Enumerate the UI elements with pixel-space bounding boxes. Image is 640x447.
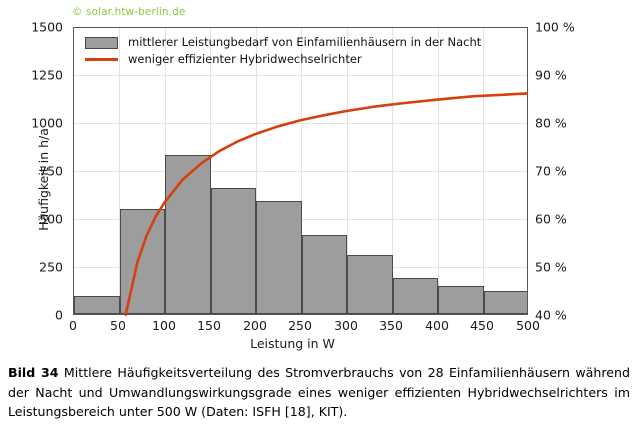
- line-swatch-icon: [85, 58, 118, 61]
- y-left-tick-1500: 1500: [31, 19, 63, 35]
- histogram-bar: [438, 286, 484, 314]
- y-right-tick-50: 50 %: [535, 259, 567, 275]
- chart-container: © solar.htw-berlin.de 1500 1250 1000 750…: [0, 6, 640, 351]
- efficiency-curve: [74, 28, 527, 315]
- caption-text: Mittlere Häufigkeitsverteilung des Strom…: [8, 365, 630, 419]
- gridline-v: [210, 28, 211, 314]
- histogram-bar: [347, 255, 393, 314]
- histogram-bar: [301, 235, 347, 314]
- gridline-v: [438, 28, 439, 314]
- histogram-bar: [483, 290, 527, 314]
- y-right-tick-40: 40 %: [535, 307, 567, 323]
- x-tick-150: 150: [197, 318, 221, 333]
- gridline-v: [301, 28, 302, 314]
- legend-item-bars: mittlerer Leistungbedarf von Einfamilien…: [85, 34, 481, 51]
- y-left-tick-750: 750: [39, 163, 63, 179]
- figure-caption: Bild 34 Mittlere Häufigkeitsverteilung d…: [8, 363, 630, 422]
- histogram-bar: [210, 188, 256, 314]
- bar-swatch-icon: [85, 36, 118, 49]
- x-axis-label-wrap: Leistung in W: [0, 336, 640, 351]
- gridline-h: [74, 171, 527, 172]
- y-left-tick-250: 250: [39, 259, 63, 275]
- y-left-tick-0: 0: [55, 307, 63, 323]
- caption-number: Bild 34: [8, 365, 59, 380]
- legend-label-curve: weniger effizienter Hybridwechselrichter: [128, 52, 362, 66]
- histogram-bar: [256, 200, 302, 314]
- gridline-v: [347, 28, 348, 314]
- y-left-tick-1000: 1000: [31, 115, 63, 131]
- chart-legend: mittlerer Leistungbedarf von Einfamilien…: [85, 34, 481, 68]
- histogram-bar: [165, 154, 211, 314]
- legend-label-bars: mittlerer Leistungbedarf von Einfamilien…: [128, 35, 482, 49]
- legend-item-curve: weniger effizienter Hybridwechselrichter: [85, 51, 481, 68]
- gridline-h: [74, 123, 527, 124]
- y-left-tick-500: 500: [39, 211, 63, 227]
- x-tick-50: 50: [110, 318, 126, 333]
- x-tick-250: 250: [288, 318, 312, 333]
- efficiency-curve-path: [126, 93, 527, 314]
- histogram-bar: [74, 295, 120, 314]
- gridline-v: [483, 28, 484, 314]
- x-tick-500: 500: [516, 318, 540, 333]
- gridline-v: [119, 28, 120, 314]
- x-tick-200: 200: [243, 318, 267, 333]
- copyright-watermark: © solar.htw-berlin.de: [72, 6, 186, 18]
- histogram-bars: [74, 28, 527, 314]
- x-tick-350: 350: [379, 318, 403, 333]
- y-right-tick-90: 90 %: [535, 67, 567, 83]
- y-left-tick-1250: 1250: [31, 67, 63, 83]
- histogram-bar: [119, 209, 165, 314]
- histogram-bar: [392, 277, 438, 314]
- y-right-tick-60: 60 %: [535, 211, 567, 227]
- x-tick-450: 450: [470, 318, 494, 333]
- gridline-v: [392, 28, 393, 314]
- x-tick-300: 300: [334, 318, 358, 333]
- plot-area: [73, 27, 528, 315]
- x-tick-100: 100: [152, 318, 176, 333]
- x-axis-label: Leistung in W: [250, 336, 335, 351]
- y-right-tick-100: 100 %: [535, 19, 575, 35]
- gridline-v: [256, 28, 257, 314]
- y-right-tick-70: 70 %: [535, 163, 567, 179]
- x-tick-400: 400: [425, 318, 449, 333]
- y-axis-left-label: Häufigkeit in h/a: [35, 128, 51, 231]
- x-tick-0: 0: [69, 318, 77, 333]
- y-right-tick-80: 80 %: [535, 115, 567, 131]
- gridline-h: [74, 75, 527, 76]
